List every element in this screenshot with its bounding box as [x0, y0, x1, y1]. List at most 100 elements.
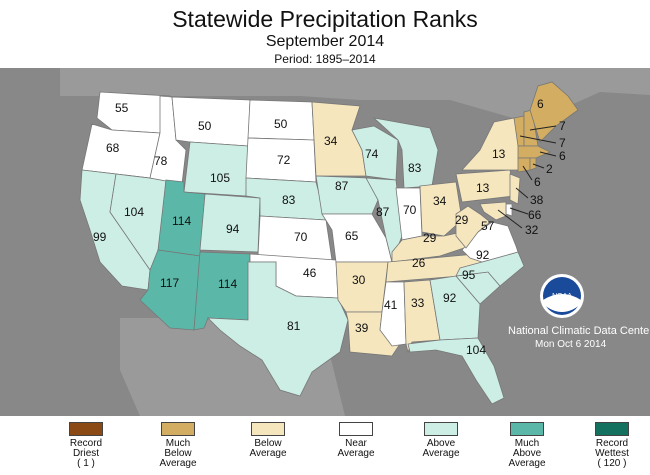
rank-label-nj: 38 [530, 193, 544, 207]
rank-label-ut: 114 [172, 214, 191, 228]
rank-label-mo: 65 [345, 229, 359, 243]
leader-line-nj [515, 187, 529, 199]
rank-label-sd: 72 [277, 153, 291, 167]
map-title: Statewide Precipitation Ranks [172, 6, 478, 32]
map-subtitle: September 2014 [265, 33, 385, 50]
legend-item-near: Near Average [314, 422, 398, 459]
us-map: 55 68 99 78 104 50 105 114 117 94 114 50… [60, 68, 650, 416]
state-mi [372, 117, 439, 189]
legend-item-below: Below Average [226, 422, 310, 459]
rank-label-ga: 92 [443, 291, 457, 305]
rank-label-nh: 7 [559, 119, 566, 133]
legend-label: Much Above Average [508, 438, 546, 469]
legend-item-record-driest: Record Driest ( 1 ) [44, 422, 128, 469]
state-ia [315, 175, 379, 215]
rank-label-ny: 13 [492, 147, 506, 161]
state-fl [407, 337, 505, 405]
rank-label-md: 32 [525, 223, 539, 237]
legend-label: Below Average [249, 438, 287, 459]
rank-label-oh: 34 [433, 194, 447, 208]
rank-label-nv: 104 [124, 205, 144, 219]
noaa-logo: NOAA [540, 274, 584, 318]
state-nj [509, 173, 521, 205]
rank-label-ks: 70 [294, 230, 308, 244]
state-or [81, 123, 161, 179]
state-ct [517, 157, 531, 173]
leader-line-nh [529, 125, 557, 131]
map-header: Statewide Precipitation Ranks September … [0, 0, 650, 70]
rank-label-or: 68 [106, 141, 120, 155]
legend-label: Record Wettest ( 120 ) [595, 438, 629, 469]
state-ar [335, 261, 389, 313]
legend-label: Record Driest ( 1 ) [69, 438, 103, 469]
rank-label-wi: 74 [365, 147, 379, 161]
legend-swatch [424, 422, 458, 436]
rank-label-sc: 95 [462, 268, 476, 282]
state-wv [455, 205, 491, 249]
legend-item-above: Above Average [399, 422, 483, 459]
rank-label-ky: 29 [423, 231, 437, 245]
state-tx [206, 261, 349, 397]
state-ma [517, 145, 551, 159]
state-ga [429, 275, 481, 341]
rank-label-tx: 81 [287, 319, 301, 333]
legend-item-much-below: Much Below Average [136, 422, 220, 469]
rank-label-ri: 2 [546, 162, 553, 176]
rank-label-nm: 114 [218, 277, 237, 291]
canada-land [60, 68, 650, 120]
state-de [505, 203, 513, 217]
rank-label-mi: 83 [408, 161, 422, 175]
legend-swatch [339, 422, 373, 436]
legend-label: Near Average [337, 438, 375, 459]
rank-label-ok: 46 [303, 266, 317, 280]
leader-line-ma [539, 151, 557, 157]
legend-swatch [161, 422, 195, 436]
legend-item-much-above: Much Above Average [485, 422, 569, 469]
rank-label-nc: 92 [476, 248, 490, 262]
legend-swatch [251, 422, 285, 436]
rank-label-ne: 83 [282, 193, 296, 207]
legend-swatch [595, 422, 629, 436]
legend-label: Above Average [422, 438, 460, 459]
rank-label-ca: 99 [93, 230, 107, 244]
legend-item-record-wettest: Record Wettest ( 120 ) [570, 422, 650, 469]
leader-line-ct [522, 165, 533, 181]
rank-label-ma: 6 [559, 149, 566, 163]
leader-line-md [497, 209, 523, 229]
map-period: Period: 1895–2014 [274, 52, 376, 66]
rank-label-wv: 29 [455, 213, 469, 227]
legend-swatch [69, 422, 103, 436]
rank-label-va: 57 [481, 219, 495, 233]
rank-label-az: 117 [160, 276, 179, 290]
rank-label-il: 87 [376, 205, 390, 219]
svg-text:NOAA: NOAA [552, 293, 572, 300]
rank-label-de: 66 [528, 208, 542, 222]
rank-label-co: 94 [226, 222, 240, 236]
leader-line-ri [532, 163, 545, 169]
rank-label-in: 70 [403, 203, 417, 217]
rank-label-ia: 87 [335, 179, 349, 193]
rank-label-la: 39 [355, 321, 369, 335]
rank-label-pa: 13 [476, 181, 490, 195]
rank-label-ct: 6 [534, 175, 541, 189]
rank-label-al: 33 [411, 296, 425, 310]
rank-label-tn: 26 [412, 256, 426, 270]
state-wy [183, 141, 249, 197]
state-ny [461, 117, 523, 171]
rank-label-fl: 104 [466, 343, 486, 357]
map-panel: 55 68 99 78 104 50 105 114 117 94 114 50… [0, 68, 650, 416]
rank-label-wa: 55 [115, 101, 129, 115]
rank-label-ms: 41 [384, 298, 398, 312]
rank-label-mn: 34 [324, 134, 338, 148]
state-va [461, 221, 519, 263]
ncdc-credit: National Climatic Data Center [508, 325, 650, 337]
state-wa [96, 91, 171, 134]
rank-label-wy: 105 [210, 171, 230, 185]
state-me [529, 81, 579, 143]
rank-label-ar: 30 [352, 273, 366, 287]
rank-label-id: 78 [154, 154, 168, 168]
ncdc-date: Mon Oct 6 2014 [535, 339, 607, 350]
rank-label-me: 6 [537, 97, 544, 111]
rank-label-nd: 50 [274, 117, 288, 131]
legend-swatch [510, 422, 544, 436]
